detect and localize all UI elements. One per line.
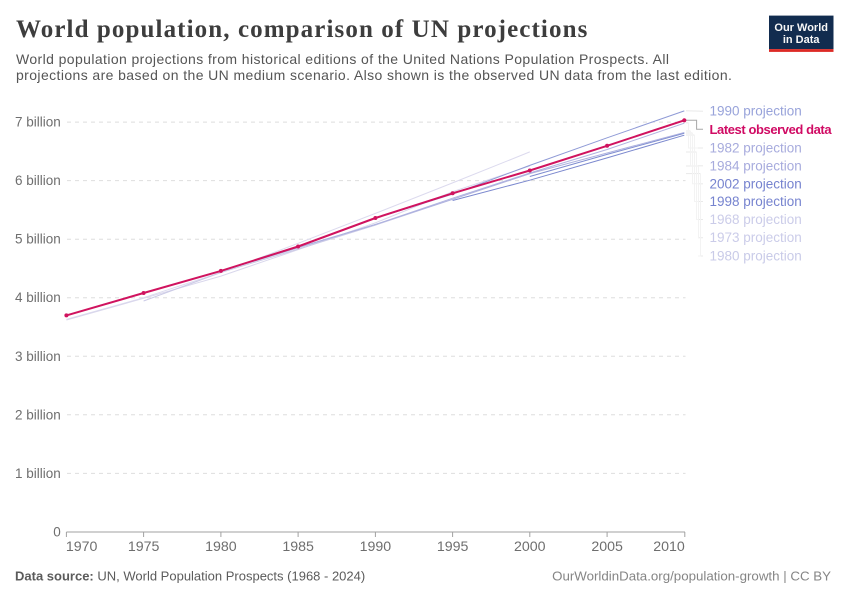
svg-text:Our World: Our World bbox=[774, 22, 828, 34]
svg-text:World population projections f: World population projections from histor… bbox=[16, 51, 669, 67]
svg-text:4 billion: 4 billion bbox=[15, 290, 61, 305]
svg-text:World population, comparison o: World population, comparison of UN proje… bbox=[16, 16, 588, 43]
svg-text:1980: 1980 bbox=[205, 539, 237, 555]
svg-text:6 billion: 6 billion bbox=[15, 173, 61, 188]
svg-text:1998 projection: 1998 projection bbox=[710, 194, 802, 209]
svg-text:1995: 1995 bbox=[437, 539, 469, 555]
svg-text:1973 projection: 1973 projection bbox=[710, 230, 802, 245]
svg-text:2000: 2000 bbox=[514, 539, 546, 555]
svg-text:2005: 2005 bbox=[591, 539, 623, 555]
svg-text:in Data: in Data bbox=[783, 34, 821, 46]
svg-text:1970: 1970 bbox=[66, 539, 98, 555]
svg-text:2002 projection: 2002 projection bbox=[710, 176, 802, 191]
svg-text:1985: 1985 bbox=[282, 539, 314, 555]
svg-text:7 billion: 7 billion bbox=[15, 115, 61, 130]
svg-text:1984 projection: 1984 projection bbox=[710, 158, 802, 173]
svg-text:Data source: UN, World Populat: Data source: UN, World Population Prospe… bbox=[15, 569, 365, 584]
svg-text:1982 projection: 1982 projection bbox=[710, 141, 802, 156]
svg-text:1 billion: 1 billion bbox=[15, 466, 61, 481]
svg-text:Latest observed data: Latest observed data bbox=[710, 122, 833, 137]
svg-text:3 billion: 3 billion bbox=[15, 349, 61, 364]
svg-text:1990: 1990 bbox=[360, 539, 392, 555]
svg-text:1990 projection: 1990 projection bbox=[710, 104, 802, 119]
svg-text:OurWorldinData.org/population-: OurWorldinData.org/population-growth | C… bbox=[552, 569, 831, 584]
svg-text:2 billion: 2 billion bbox=[15, 407, 61, 422]
svg-text:projections are based on the U: projections are based on the UN medium s… bbox=[16, 67, 732, 83]
svg-text:5 billion: 5 billion bbox=[15, 232, 61, 247]
svg-text:1975: 1975 bbox=[128, 539, 160, 555]
svg-text:1980 projection: 1980 projection bbox=[710, 249, 802, 264]
svg-text:2010: 2010 bbox=[653, 539, 685, 555]
svg-text:0: 0 bbox=[53, 525, 61, 540]
svg-text:1968 projection: 1968 projection bbox=[710, 212, 802, 227]
